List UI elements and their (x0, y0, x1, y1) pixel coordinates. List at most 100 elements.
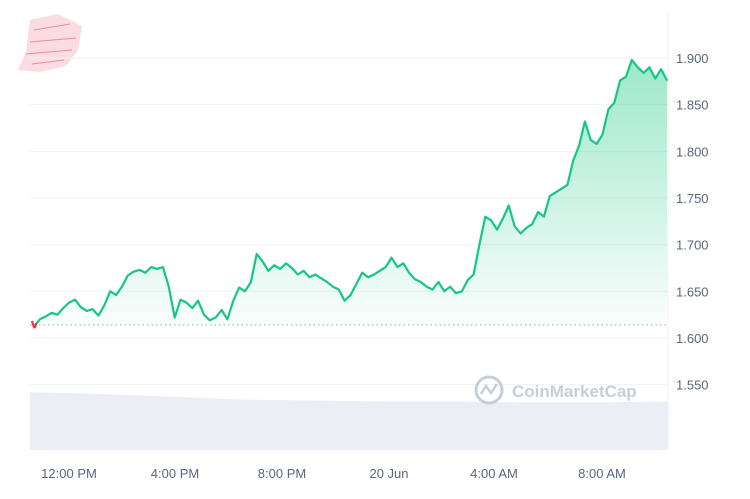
coinmarketcap-logo-icon (474, 375, 504, 405)
x-tick-label: 4:00 PM (151, 466, 199, 481)
x-axis-ticks: 12:00 PM 4:00 PM 8:00 PM 20 Jun 4:00 AM 8:00 … (41, 466, 626, 481)
data-point (619, 79, 621, 82)
series-layer (30, 58, 668, 329)
data-point (168, 285, 170, 288)
data-point (109, 290, 111, 293)
data-point (566, 184, 569, 186)
data-point (437, 281, 440, 283)
data-point (144, 271, 147, 274)
data-point (44, 315, 47, 318)
data-point (660, 68, 662, 70)
data-point (68, 301, 70, 304)
data-point (519, 232, 522, 235)
data-point (320, 277, 323, 280)
data-point (496, 228, 498, 231)
data-point (531, 223, 533, 225)
data-point (478, 243, 481, 246)
x-tick-label: 8:00 PM (258, 466, 306, 481)
data-point (214, 316, 217, 319)
series-area-fill (34, 59, 667, 327)
data-point (56, 313, 59, 316)
data-point (420, 281, 422, 283)
x-tick-label: 12:00 PM (41, 466, 97, 481)
corner-sticker-decoration (18, 14, 82, 72)
data-point (502, 217, 504, 220)
data-point (203, 313, 205, 316)
data-point (326, 281, 328, 283)
data-point (408, 271, 410, 274)
data-point (173, 316, 176, 319)
data-point (297, 273, 299, 276)
data-point (414, 278, 416, 281)
data-point (86, 310, 88, 312)
data-point (162, 266, 164, 268)
data-point (590, 139, 592, 141)
data-point (466, 279, 469, 281)
data-point (549, 195, 551, 197)
data-point (572, 159, 574, 162)
data-point (308, 276, 311, 279)
data-point (156, 268, 158, 270)
data-point (226, 318, 229, 321)
y-tick-label: 1.850 (676, 98, 709, 113)
data-point (279, 268, 282, 270)
x-tick-label: 4:00 AM (470, 466, 518, 481)
data-point (97, 314, 100, 317)
data-point (595, 143, 598, 145)
data-point (80, 306, 82, 309)
data-point (396, 266, 399, 268)
y-axis-ticks: 1.900 1.850 1.800 1.750 1.700 1.650 1.600 1.550 (676, 51, 709, 393)
data-point (625, 75, 627, 78)
data-point (361, 271, 364, 274)
data-point (338, 288, 340, 291)
data-point (584, 120, 586, 123)
data-point (449, 285, 451, 288)
data-point (238, 286, 240, 289)
data-point (138, 269, 141, 271)
data-point (185, 301, 188, 304)
data-point (601, 133, 604, 136)
data-point (343, 299, 346, 302)
data-point (132, 270, 135, 273)
x-tick-label: 8:00 AM (578, 466, 626, 481)
data-point (484, 215, 487, 218)
y-tick-label: 1.800 (676, 144, 709, 159)
data-point (50, 312, 53, 314)
data-point (402, 262, 405, 265)
data-point (390, 256, 393, 259)
data-point (560, 187, 563, 190)
data-point (232, 299, 235, 302)
data-point (666, 79, 668, 82)
data-point (261, 260, 264, 263)
data-point (209, 319, 211, 322)
data-point (302, 270, 305, 272)
data-point (314, 273, 317, 276)
data-point (654, 77, 657, 80)
data-point (578, 144, 580, 147)
data-point (642, 72, 645, 74)
data-point (607, 108, 610, 111)
x-tick-label: 20 Jun (369, 466, 408, 481)
data-point (537, 211, 539, 213)
data-point (74, 298, 76, 301)
data-point (461, 290, 463, 293)
data-point (379, 270, 381, 272)
data-point (197, 299, 199, 302)
y-tick-label: 1.750 (676, 191, 709, 206)
data-point (525, 227, 528, 229)
volume-band (30, 392, 668, 450)
y-tick-label: 1.700 (676, 238, 709, 253)
data-point (179, 298, 182, 301)
data-point (508, 204, 510, 207)
data-point (636, 66, 639, 69)
data-point (191, 307, 194, 309)
data-point (103, 304, 106, 307)
y-tick-label: 1.550 (676, 378, 709, 393)
volume-area (30, 392, 668, 450)
data-point (121, 285, 123, 288)
y-tick-label: 1.600 (676, 331, 709, 346)
data-point (472, 273, 475, 276)
data-point (373, 273, 375, 276)
start-marker (30, 320, 38, 329)
